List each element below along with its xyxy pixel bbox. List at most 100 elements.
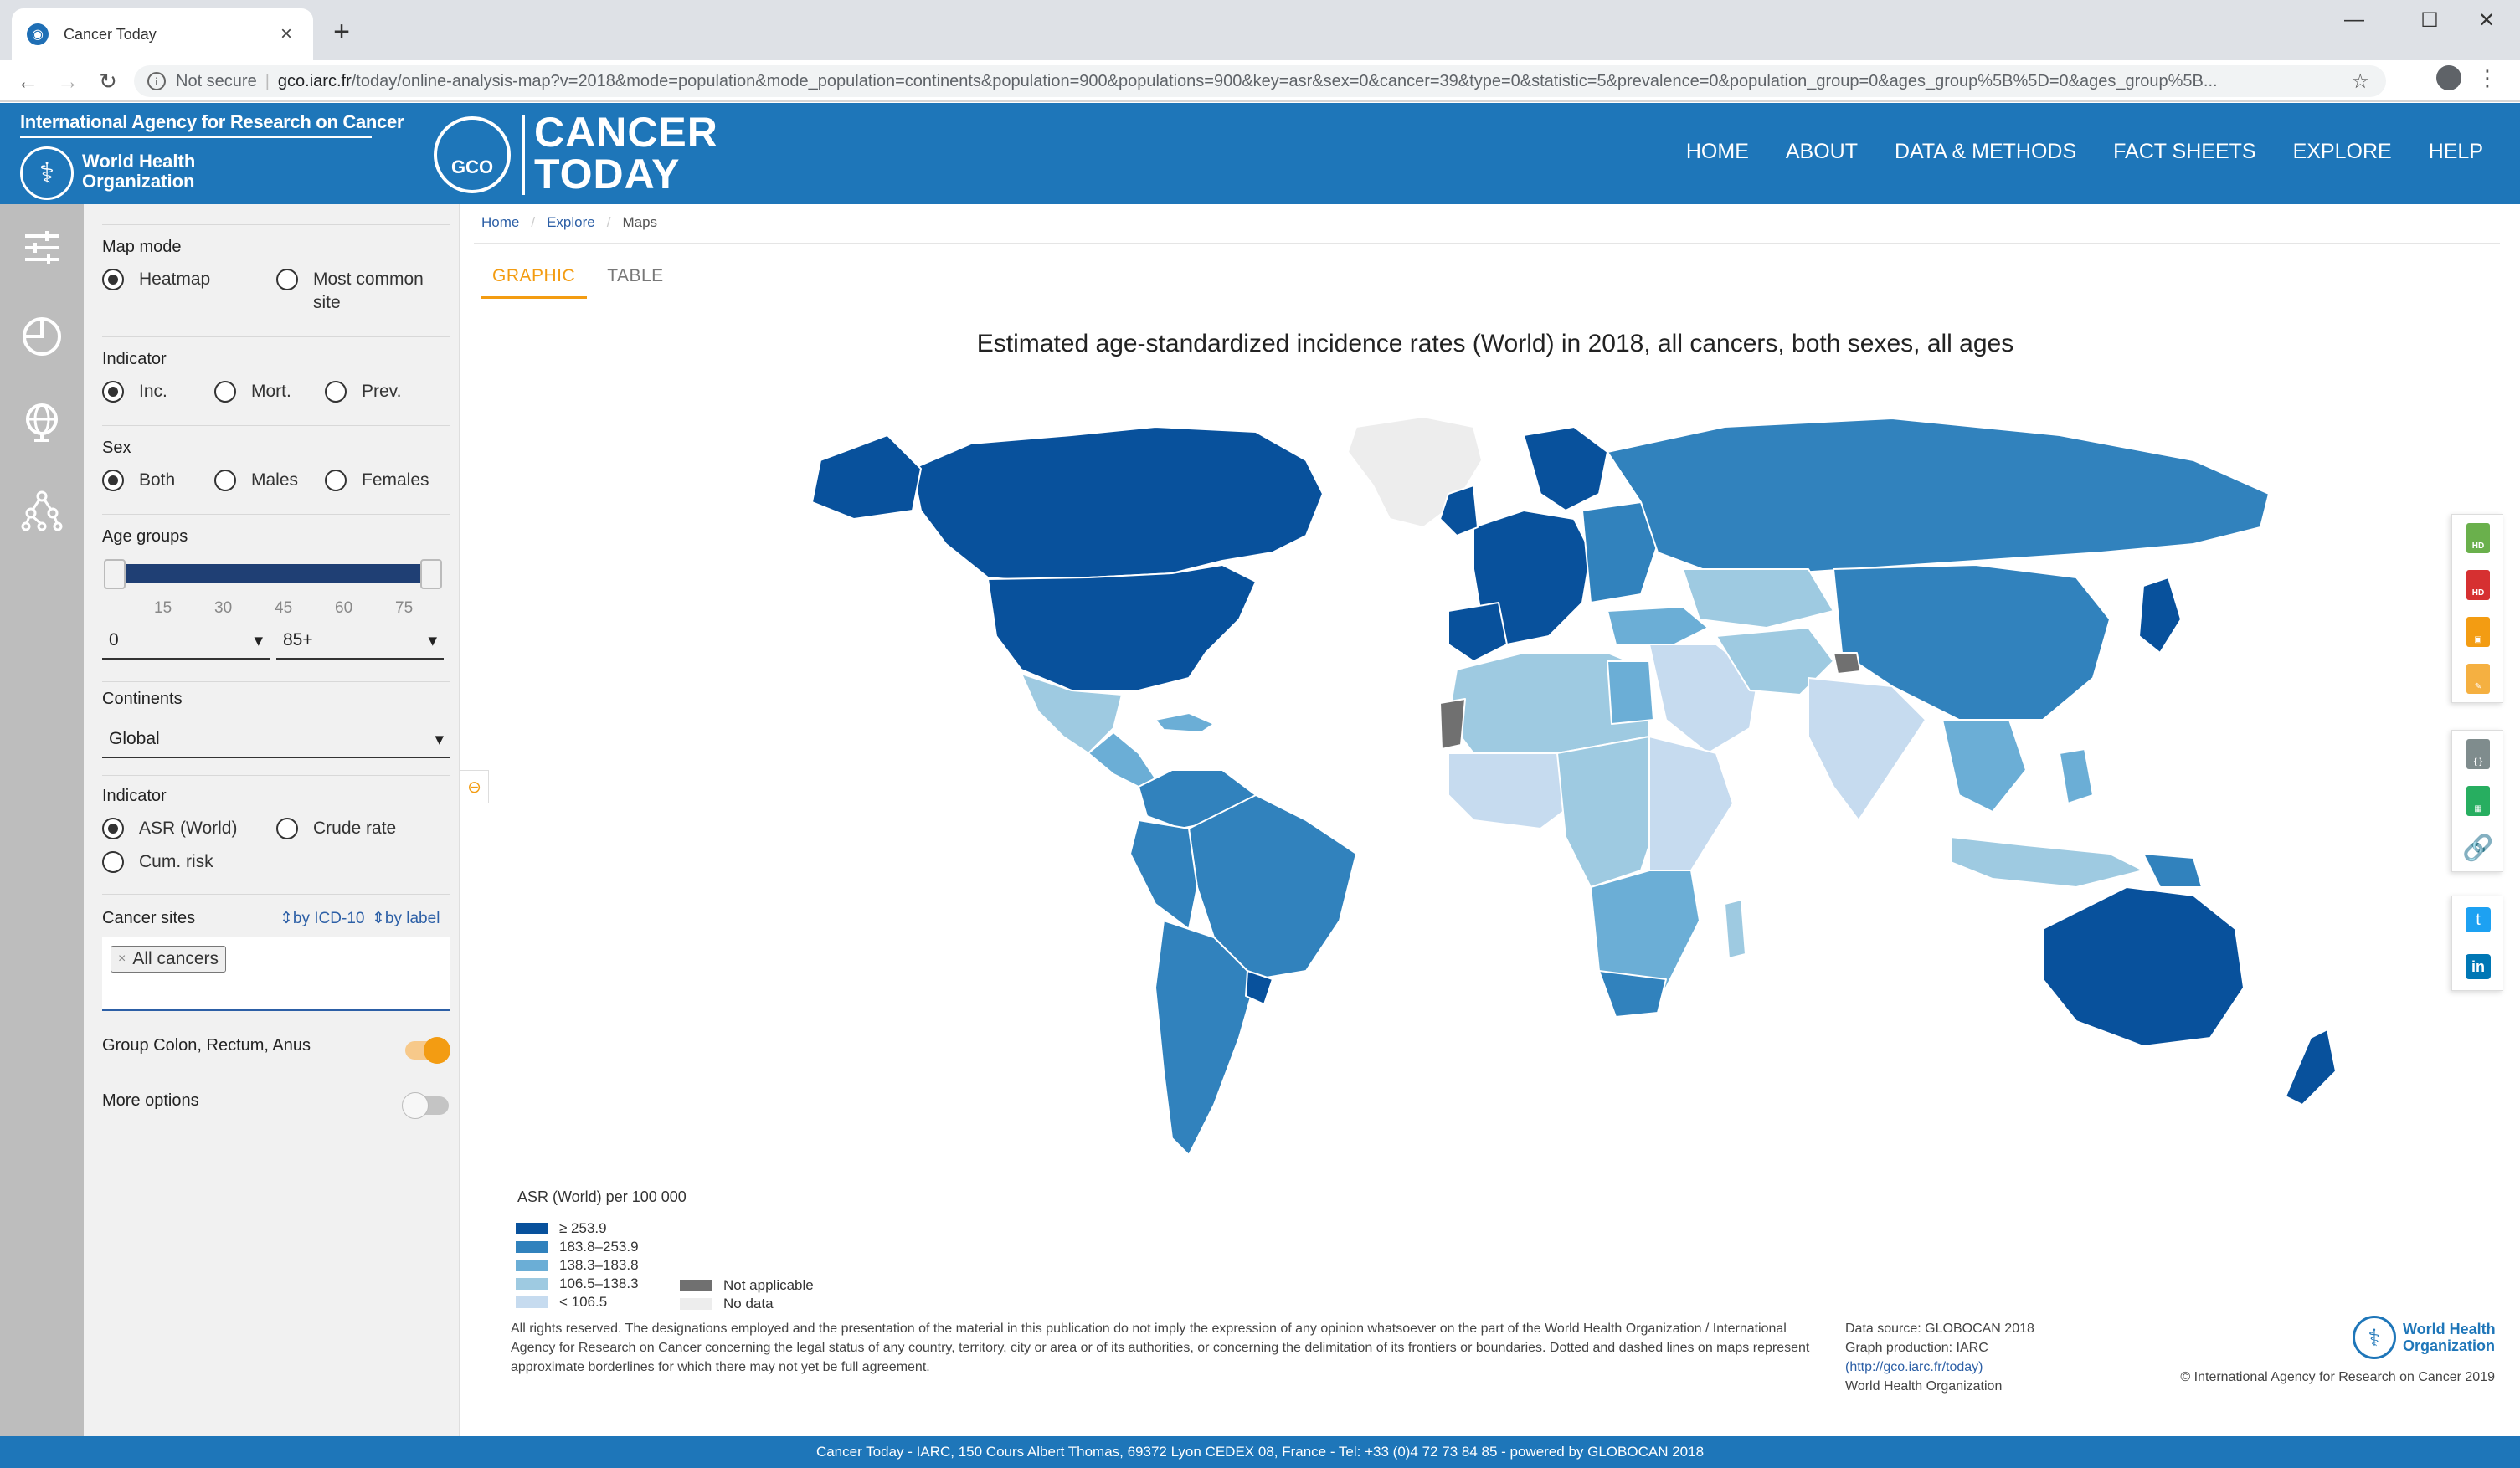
radio-females[interactable]: Females [325, 469, 429, 492]
url-field[interactable]: i Not secure | gco.iarc.fr /today/online… [134, 65, 2386, 97]
profile-avatar-icon[interactable] [2436, 65, 2461, 90]
reload-icon[interactable]: ↻ [99, 68, 117, 94]
sort-by-label-link[interactable]: ⇕by label [372, 909, 440, 928]
breadcrumb-home[interactable]: Home [481, 214, 520, 230]
region-kashmir-na [1833, 652, 1861, 675]
maximize-icon[interactable]: ☐ [2420, 8, 2439, 32]
radio-most-common-site[interactable]: Most common site [276, 268, 444, 315]
radio-mortality[interactable]: Mort. [214, 380, 291, 403]
globe-icon[interactable] [18, 398, 65, 445]
bookmark-star-icon[interactable]: ☆ [2351, 69, 2369, 93]
breadcrumb-explore[interactable]: Explore [547, 214, 595, 230]
edit-export-icon[interactable]: ✎ [2452, 655, 2504, 702]
cancer-site-tag[interactable]: × All cancers [111, 946, 227, 973]
age-min-handle[interactable] [104, 559, 126, 589]
continents-select[interactable]: Global ▾ [102, 721, 450, 758]
more-options-toggle[interactable] [402, 1092, 449, 1119]
remove-tag-icon[interactable]: × [118, 952, 126, 966]
link-icon[interactable]: 🔗 [2462, 834, 2494, 862]
linkedin-icon[interactable]: in [2452, 943, 2504, 990]
radio-circle[interactable] [102, 818, 124, 839]
browser-tab[interactable]: ◉ Cancer Today × [12, 8, 313, 60]
nav-explore[interactable]: EXPLORE [2292, 140, 2392, 163]
pdf-hd-export-icon[interactable]: HD [2452, 562, 2504, 608]
main-nav: HOME ABOUT DATA & METHODS FACT SHEETS EX… [1686, 140, 2483, 164]
region-png [2142, 853, 2203, 888]
legend-swatch [516, 1241, 548, 1253]
pie-chart-icon[interactable] [18, 313, 65, 360]
close-window-icon[interactable]: ✕ [2477, 8, 2496, 32]
sidebar-divider [102, 894, 450, 895]
age-range-track[interactable] [124, 564, 429, 583]
disclaimer-text: All rights reserved. The designations em… [511, 1322, 1810, 1374]
png-hd-export-icon[interactable]: HD [2452, 515, 2504, 562]
legend-swatch [516, 1260, 548, 1271]
browser-menu-icon[interactable]: ⋮ [2476, 65, 2498, 90]
minimize-icon[interactable]: — [2344, 8, 2364, 31]
back-icon[interactable]: ← [17, 68, 39, 94]
sidebar-divider [102, 681, 450, 682]
radio-circle[interactable] [276, 269, 298, 290]
tab-table[interactable]: TABLE [607, 266, 664, 285]
radio-crude-rate[interactable]: Crude rate [276, 817, 396, 840]
nav-help[interactable]: HELP [2428, 140, 2483, 163]
radio-both[interactable]: Both [102, 469, 175, 492]
who-emblem-icon[interactable]: ⚕ [20, 146, 74, 200]
sort-by-icd-link[interactable]: ⇕by ICD-10 [280, 909, 364, 928]
legend-item: Not applicable [680, 1277, 814, 1294]
forward-icon[interactable]: → [57, 68, 79, 94]
world-choropleth-map[interactable] [720, 402, 2445, 1188]
region-australia [2042, 886, 2245, 1047]
nav-home[interactable]: HOME [1685, 140, 1749, 163]
age-to-select[interactable]: 85+ ▾ [276, 623, 444, 660]
presentation-export-icon[interactable]: ▣ [2452, 608, 2504, 655]
who-name[interactable]: World Health Organization [82, 151, 196, 192]
more-options-label: More options [102, 1091, 199, 1110]
nav-data-methods[interactable]: DATA & METHODS [1895, 140, 2077, 163]
radio-circle[interactable] [102, 851, 124, 873]
radio-circle[interactable] [214, 470, 236, 491]
cancer-sites-label: Cancer sites [102, 909, 196, 927]
radio-circle[interactable] [276, 818, 298, 839]
nav-fact-sheets[interactable]: FACT SHEETS [2113, 140, 2256, 163]
radio-circle[interactable] [325, 470, 347, 491]
cancer-today-brand[interactable]: CANCER TODAY [534, 109, 718, 198]
tab-graphic[interactable]: GRAPHIC [481, 261, 588, 299]
new-tab-button[interactable]: + [333, 16, 350, 48]
sort-icon: ⇕ [280, 910, 293, 927]
network-icon[interactable] [18, 487, 65, 534]
group-colon-toggle[interactable] [405, 1037, 450, 1064]
who-footer-logo: ⚕ World Health Organization [2353, 1316, 2503, 1359]
sort-label-label: by label [384, 910, 440, 927]
source-link[interactable]: (http://gco.iarc.fr/today) [1845, 1360, 1983, 1374]
age-max-handle[interactable] [420, 559, 442, 589]
radio-males[interactable]: Males [214, 469, 298, 492]
cancer-sites-input[interactable]: × All cancers [102, 937, 450, 1011]
close-tab-icon[interactable]: × [280, 23, 292, 45]
nav-about[interactable]: ABOUT [1785, 140, 1858, 163]
iarc-name[interactable]: International Agency for Research on Can… [20, 111, 404, 132]
gco-logo[interactable]: GCO [434, 116, 511, 193]
radio-heatmap[interactable]: Heatmap [102, 268, 210, 291]
radio-asr-world[interactable]: ASR (World) [102, 817, 237, 840]
dropdown-arrow-icon: ▾ [435, 729, 444, 749]
sex-label: Sex [102, 439, 131, 457]
info-icon[interactable]: i [147, 72, 166, 90]
csv-export-icon[interactable]: ▦ [2452, 778, 2504, 824]
region-western-europe [1473, 510, 1592, 645]
radio-cum-risk[interactable]: Cum. risk [102, 850, 213, 874]
radio-circle[interactable] [102, 381, 124, 403]
url-host: gco.iarc.fr [277, 71, 352, 90]
collapse-sidebar-button[interactable]: ⊖ [460, 770, 489, 803]
radio-circle[interactable] [214, 381, 236, 403]
sidebar-divider [102, 514, 450, 515]
radio-prevalence[interactable]: Prev. [325, 380, 401, 403]
age-from-select[interactable]: 0 ▾ [102, 623, 270, 660]
twitter-icon[interactable]: t [2452, 896, 2504, 943]
filters-icon[interactable] [18, 224, 65, 271]
radio-circle[interactable] [325, 381, 347, 403]
json-export-icon[interactable]: { } [2452, 731, 2504, 778]
radio-incidence[interactable]: Inc. [102, 380, 167, 403]
radio-circle[interactable] [102, 269, 124, 290]
radio-circle[interactable] [102, 470, 124, 491]
